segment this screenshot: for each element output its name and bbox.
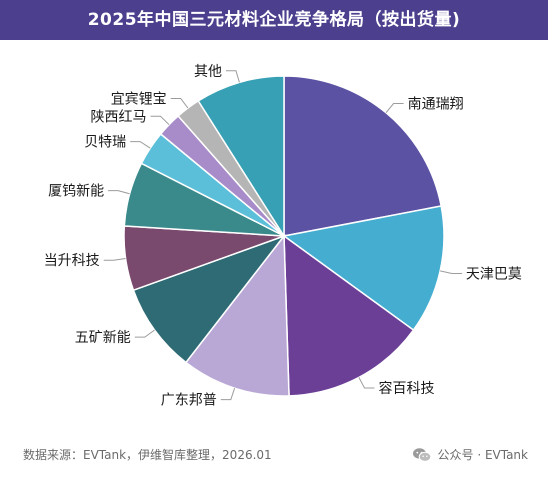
leader-layer [103, 70, 462, 401]
pie-slice [283, 75, 443, 237]
slice-label: 厦钨新能 [48, 184, 104, 200]
wechat-icon [412, 447, 431, 462]
data-source: 数据来源：EVTank，伊维智库整理，2026.01 [23, 448, 272, 462]
slice-label: 南通瑞翔 [408, 97, 464, 113]
leader-line [226, 70, 240, 83]
wechat-brand: 公众号 · EVTank [412, 446, 529, 463]
slice-label: 天津巴莫 [466, 267, 522, 283]
pie-slice [283, 234, 415, 397]
slice-label: 宜宾锂宝 [111, 92, 167, 108]
slice-label: 贝特瑞 [84, 135, 126, 151]
slice-label: 当升科技 [44, 253, 100, 269]
pie-slice [197, 75, 285, 239]
leader-line [134, 329, 155, 338]
slice-label: 容百科技 [379, 380, 435, 397]
slice-label: 五矿新能 [75, 330, 131, 346]
leader-line [358, 377, 375, 389]
leader-line [130, 141, 151, 149]
chart-title: 2025年中国三元材料企业竞争格局（按出货量) [87, 10, 461, 30]
leader-line [439, 270, 462, 274]
pie-slice [132, 234, 287, 364]
leader-line [385, 103, 404, 114]
leader-line [170, 98, 189, 109]
pie-slice [184, 233, 290, 397]
leader-line [220, 388, 236, 401]
pie-slice [282, 205, 445, 332]
wechat-brand-label: 公众号 · EVTank [437, 448, 529, 462]
title-bar [0, 0, 548, 40]
leader-line [103, 258, 126, 261]
slice-label: 广东邦普 [161, 393, 217, 409]
leader-line [108, 190, 130, 195]
leader-line [150, 115, 170, 126]
slice-label: 陕西红马 [91, 109, 147, 125]
slice-label: 其他 [194, 64, 222, 80]
slices-layer [123, 75, 445, 397]
